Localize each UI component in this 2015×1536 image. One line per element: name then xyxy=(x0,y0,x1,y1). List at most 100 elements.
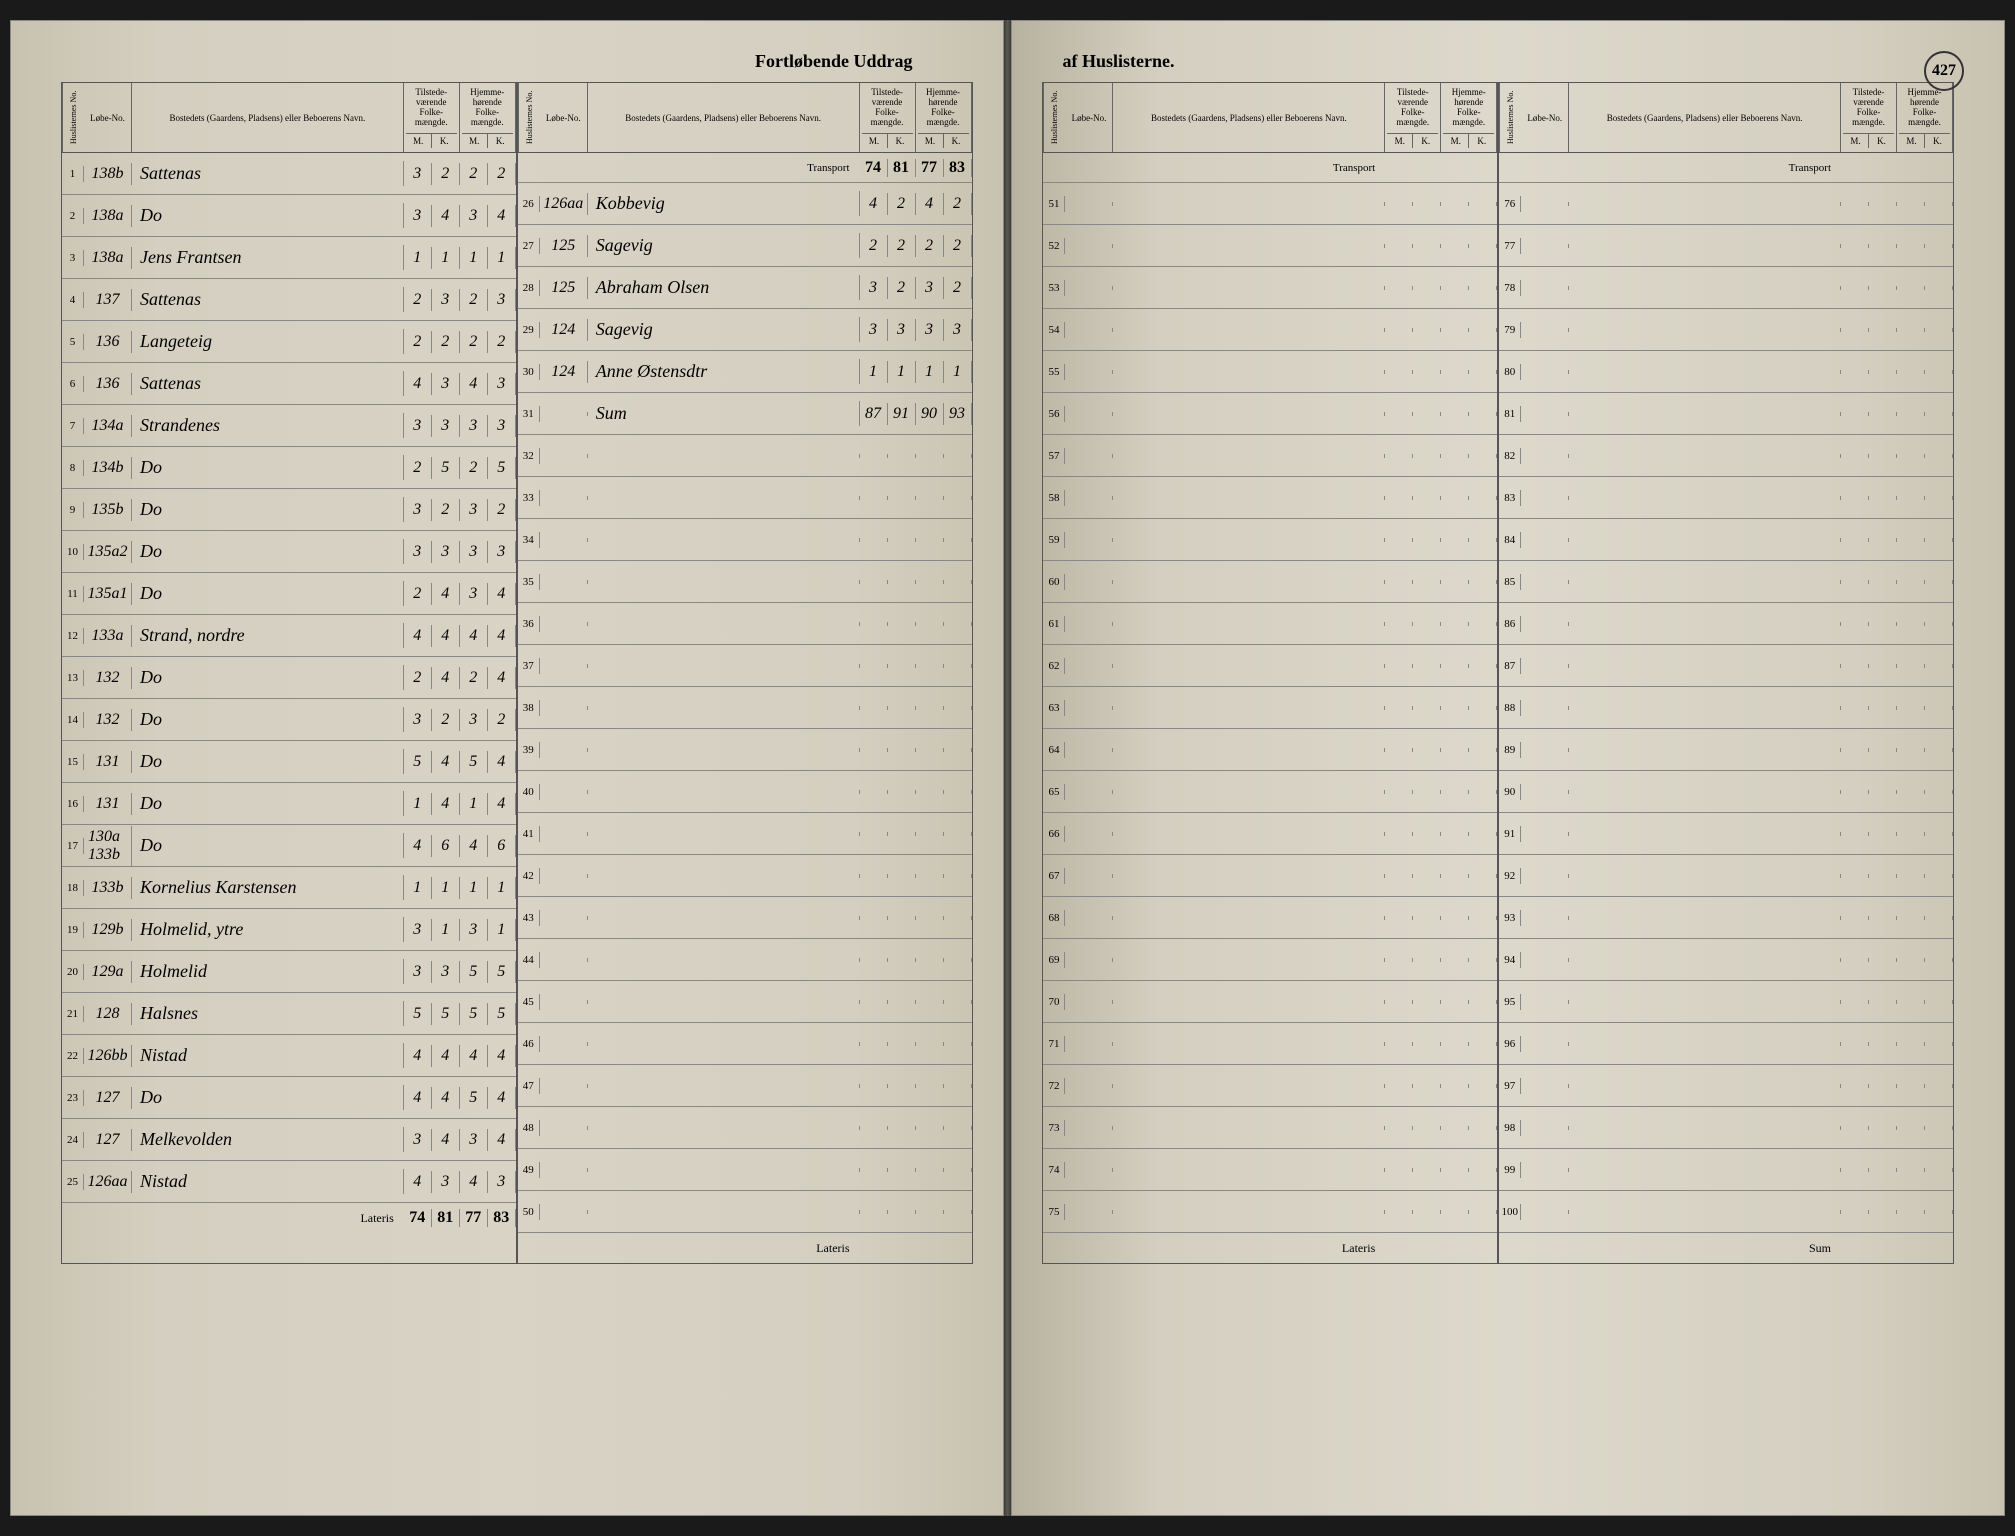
name-cell xyxy=(1113,1168,1385,1172)
name-cell xyxy=(1113,706,1385,710)
table-row: 51 xyxy=(1043,183,1497,225)
seq-cell: 26 xyxy=(518,196,540,212)
lobe-cell xyxy=(540,1126,588,1130)
name-cell xyxy=(588,1000,860,1004)
k2-cell xyxy=(1925,202,1953,206)
m1-cell: 4 xyxy=(404,1087,432,1109)
k1-cell xyxy=(888,664,916,668)
name-cell xyxy=(1569,748,1841,752)
name-cell xyxy=(1113,1000,1385,1004)
m1-cell: 3 xyxy=(404,541,432,563)
k2-cell: 1 xyxy=(488,247,516,269)
table-row: 98 xyxy=(1499,1107,1953,1149)
k1-cell: 4 xyxy=(432,205,460,227)
k2-cell xyxy=(1469,706,1497,710)
m1-cell xyxy=(860,832,888,836)
k2-cell xyxy=(1925,538,1953,542)
m2-cell xyxy=(1441,244,1469,248)
k2-cell xyxy=(1469,622,1497,626)
m1-cell: 3 xyxy=(404,919,432,941)
m2-cell xyxy=(1441,1168,1469,1172)
seq-cell: 7 xyxy=(62,418,84,434)
k2-cell xyxy=(944,832,972,836)
k1-cell xyxy=(1869,328,1897,332)
seq-cell: 44 xyxy=(518,952,540,968)
seq-cell: 93 xyxy=(1499,910,1521,926)
table-row: 34 xyxy=(518,519,972,561)
name-cell xyxy=(1113,1084,1385,1088)
table-row: 44 xyxy=(518,939,972,981)
k2-cell: 4 xyxy=(488,583,516,605)
k2-cell: 2 xyxy=(944,277,972,299)
k2-cell xyxy=(1925,496,1953,500)
seq-cell: 80 xyxy=(1499,364,1521,380)
header-hjemme: Hjemme-hørende Folke-mængde. M.K. xyxy=(460,83,516,152)
name-cell xyxy=(1113,1126,1385,1130)
m2-cell: 5 xyxy=(460,1087,488,1109)
m1-cell xyxy=(1841,1126,1869,1130)
lobe-cell: 135a2 xyxy=(84,541,132,563)
table-row: 35 xyxy=(518,561,972,603)
table-row: 85 xyxy=(1499,561,1953,603)
k2-cell xyxy=(944,748,972,752)
name-cell xyxy=(588,580,860,584)
m2-cell xyxy=(1441,580,1469,584)
seq-cell: 27 xyxy=(518,238,540,254)
k1-cell xyxy=(888,496,916,500)
m2-cell: 90 xyxy=(916,403,944,425)
m1-cell xyxy=(1841,622,1869,626)
m2-cell xyxy=(1897,1084,1925,1088)
lobe-cell xyxy=(1521,286,1569,290)
name-cell xyxy=(588,790,860,794)
k2-cell xyxy=(1469,664,1497,668)
table-row: 13132Do2424 xyxy=(62,657,516,699)
seq-cell: 42 xyxy=(518,868,540,884)
k1-cell: 3 xyxy=(432,289,460,311)
table-row: 37 xyxy=(518,645,972,687)
m2-cell: 2 xyxy=(460,289,488,311)
table-row: 1138bSattenas3222 xyxy=(62,153,516,195)
name-cell xyxy=(1569,1042,1841,1046)
m2-cell xyxy=(1441,1084,1469,1088)
table-row: 76 xyxy=(1499,183,1953,225)
name-cell xyxy=(588,1084,860,1088)
table-row: 39 xyxy=(518,729,972,771)
name-cell xyxy=(1569,412,1841,416)
k1-cell xyxy=(1869,622,1897,626)
k1-cell: 2 xyxy=(432,331,460,353)
name-cell: Sagevig xyxy=(588,317,860,342)
seq-cell: 10 xyxy=(62,544,84,560)
k1-cell xyxy=(1869,832,1897,836)
seq-cell: 73 xyxy=(1043,1120,1065,1136)
k2-cell xyxy=(1469,538,1497,542)
name-cell xyxy=(1569,328,1841,332)
m1-cell: 2 xyxy=(404,583,432,605)
lobe-cell xyxy=(540,412,588,416)
lobe-cell xyxy=(540,874,588,878)
k2-cell xyxy=(944,496,972,500)
k2-cell xyxy=(1469,916,1497,920)
k2-cell xyxy=(1925,874,1953,878)
m2-cell: 4 xyxy=(916,193,944,215)
m2-cell xyxy=(1441,874,1469,878)
k2-cell: 6 xyxy=(488,835,516,857)
lobe-cell xyxy=(1065,706,1113,710)
table-row: 71 xyxy=(1043,1023,1497,1065)
k2-cell: 3 xyxy=(488,1171,516,1193)
table-row: 17130a 133bDo4646 xyxy=(62,825,516,867)
k2-cell xyxy=(1469,958,1497,962)
name-cell xyxy=(1569,202,1841,206)
seq-cell: 15 xyxy=(62,754,84,770)
lobe-cell xyxy=(1521,370,1569,374)
k1-cell xyxy=(888,454,916,458)
table-row: 22126bbNistad4444 xyxy=(62,1035,516,1077)
lobe-cell xyxy=(1065,748,1113,752)
m2-cell xyxy=(1897,328,1925,332)
k1-cell: 3 xyxy=(432,541,460,563)
m1-cell xyxy=(1841,958,1869,962)
m2-cell: 4 xyxy=(460,1171,488,1193)
m1-cell: 2 xyxy=(860,235,888,257)
name-cell xyxy=(1569,454,1841,458)
lobe-cell xyxy=(1065,1042,1113,1046)
m1-cell xyxy=(1385,1210,1413,1214)
